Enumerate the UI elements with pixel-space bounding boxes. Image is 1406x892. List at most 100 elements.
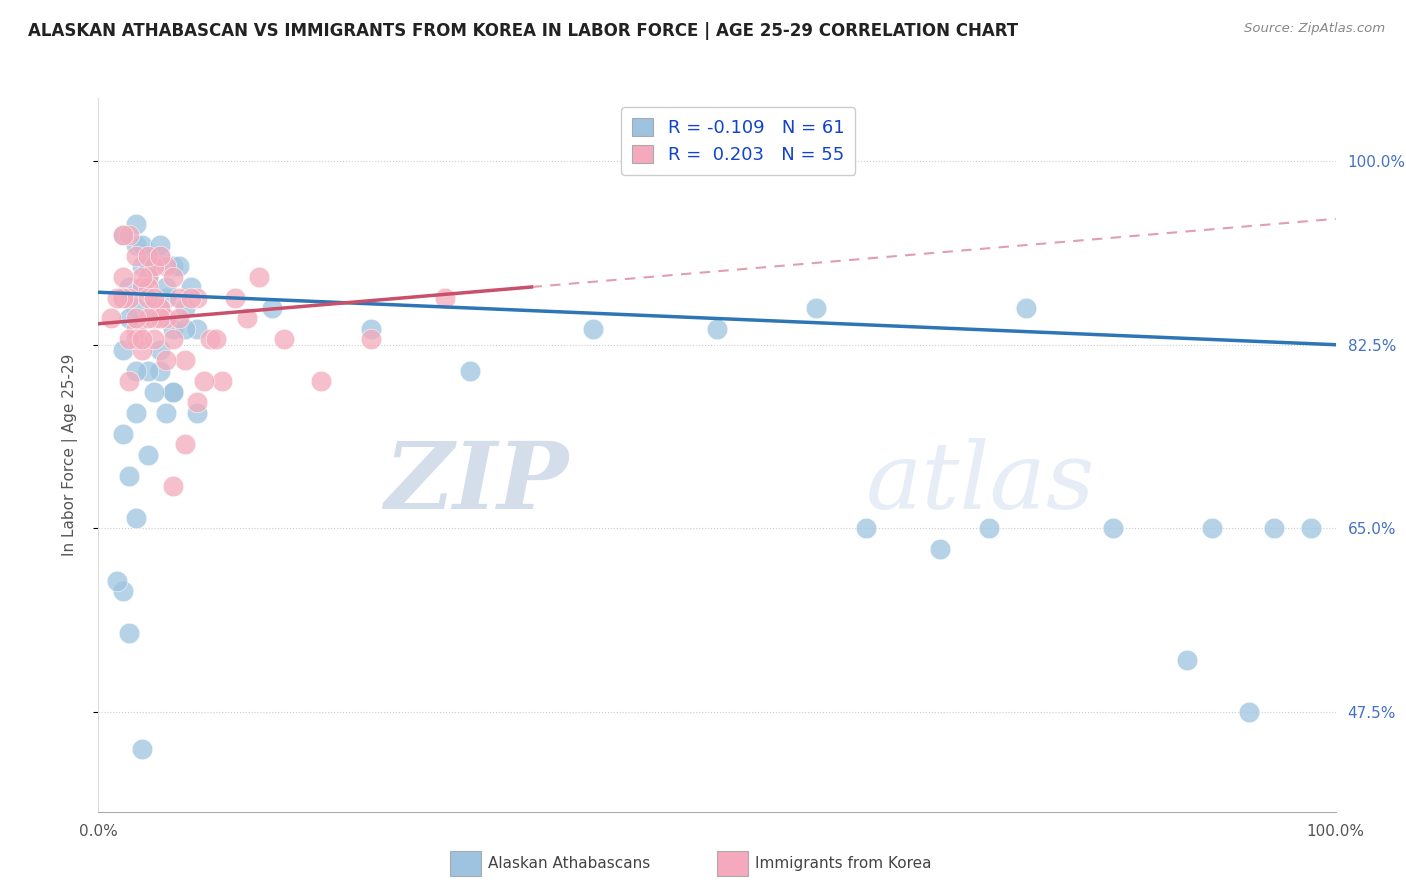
Point: [162, 384, 184, 399]
Point: [1299, 521, 1322, 535]
Point: [155, 280, 177, 294]
Point: [124, 238, 146, 252]
Point: [112, 291, 135, 305]
Point: [118, 291, 141, 305]
Point: [149, 301, 172, 315]
Text: Alaskan Athabascans: Alaskan Athabascans: [488, 856, 650, 871]
Point: [433, 291, 456, 305]
Point: [118, 375, 141, 389]
Point: [131, 269, 153, 284]
Point: [118, 626, 141, 640]
Point: [149, 248, 172, 262]
Point: [124, 311, 146, 326]
Point: [124, 333, 146, 347]
Point: [155, 353, 177, 368]
Point: [180, 291, 202, 305]
Point: [112, 269, 135, 284]
Point: [124, 511, 146, 525]
Point: [131, 259, 153, 273]
Point: [118, 469, 141, 483]
Point: [112, 227, 135, 242]
Point: [149, 311, 172, 326]
Point: [360, 333, 382, 347]
Point: [1263, 521, 1285, 535]
Text: ALASKAN ATHABASCAN VS IMMIGRANTS FROM KOREA IN LABOR FORCE | AGE 25-29 CORRELATI: ALASKAN ATHABASCAN VS IMMIGRANTS FROM KO…: [28, 22, 1018, 40]
Point: [124, 248, 146, 262]
Point: [273, 333, 295, 347]
Text: Immigrants from Korea: Immigrants from Korea: [755, 856, 932, 871]
Point: [124, 322, 146, 336]
Point: [174, 437, 197, 451]
Point: [136, 269, 159, 284]
Point: [155, 311, 177, 326]
Point: [118, 227, 141, 242]
Point: [706, 322, 728, 336]
Point: [124, 301, 146, 315]
Point: [143, 301, 166, 315]
Point: [131, 280, 153, 294]
Point: [112, 291, 135, 305]
Point: [1237, 705, 1260, 719]
Point: [143, 248, 166, 262]
Point: [124, 217, 146, 231]
Text: ZIP: ZIP: [384, 439, 568, 528]
Point: [112, 426, 135, 441]
Point: [167, 259, 190, 273]
Point: [167, 311, 190, 326]
Point: [105, 574, 128, 588]
Point: [979, 521, 1001, 535]
Point: [224, 291, 246, 305]
Point: [360, 322, 382, 336]
Point: [174, 322, 197, 336]
Point: [112, 227, 135, 242]
Legend: R = -0.109   N = 61, R =  0.203   N = 55: R = -0.109 N = 61, R = 0.203 N = 55: [621, 107, 855, 175]
Point: [143, 384, 166, 399]
Point: [186, 322, 208, 336]
Point: [167, 291, 190, 305]
Point: [131, 741, 153, 756]
Point: [1201, 521, 1223, 535]
Point: [155, 406, 177, 420]
Point: [143, 259, 166, 273]
Point: [136, 259, 159, 273]
Point: [162, 259, 184, 273]
Point: [149, 238, 172, 252]
Point: [112, 343, 135, 357]
Point: [136, 364, 159, 378]
Point: [149, 248, 172, 262]
Point: [928, 542, 950, 557]
Point: [136, 269, 159, 284]
Point: [136, 311, 159, 326]
Point: [174, 301, 197, 315]
Point: [143, 291, 166, 305]
Point: [162, 269, 184, 284]
Point: [112, 584, 135, 599]
Text: atlas: atlas: [866, 439, 1095, 528]
Point: [100, 311, 122, 326]
Point: [131, 343, 153, 357]
Point: [136, 291, 159, 305]
Point: [143, 333, 166, 347]
Point: [136, 248, 159, 262]
Point: [260, 301, 283, 315]
Point: [131, 280, 153, 294]
Point: [174, 353, 197, 368]
Point: [236, 311, 259, 326]
Point: [124, 364, 146, 378]
Point: [155, 291, 177, 305]
Point: [186, 406, 208, 420]
Point: [855, 521, 877, 535]
Point: [1015, 301, 1038, 315]
Point: [198, 333, 221, 347]
Point: [124, 406, 146, 420]
Point: [804, 301, 827, 315]
Point: [162, 479, 184, 493]
Point: [118, 280, 141, 294]
Point: [162, 384, 184, 399]
Point: [149, 364, 172, 378]
Point: [136, 269, 159, 284]
Point: [205, 333, 228, 347]
Point: [1175, 652, 1198, 666]
Point: [193, 375, 215, 389]
Point: [309, 375, 332, 389]
